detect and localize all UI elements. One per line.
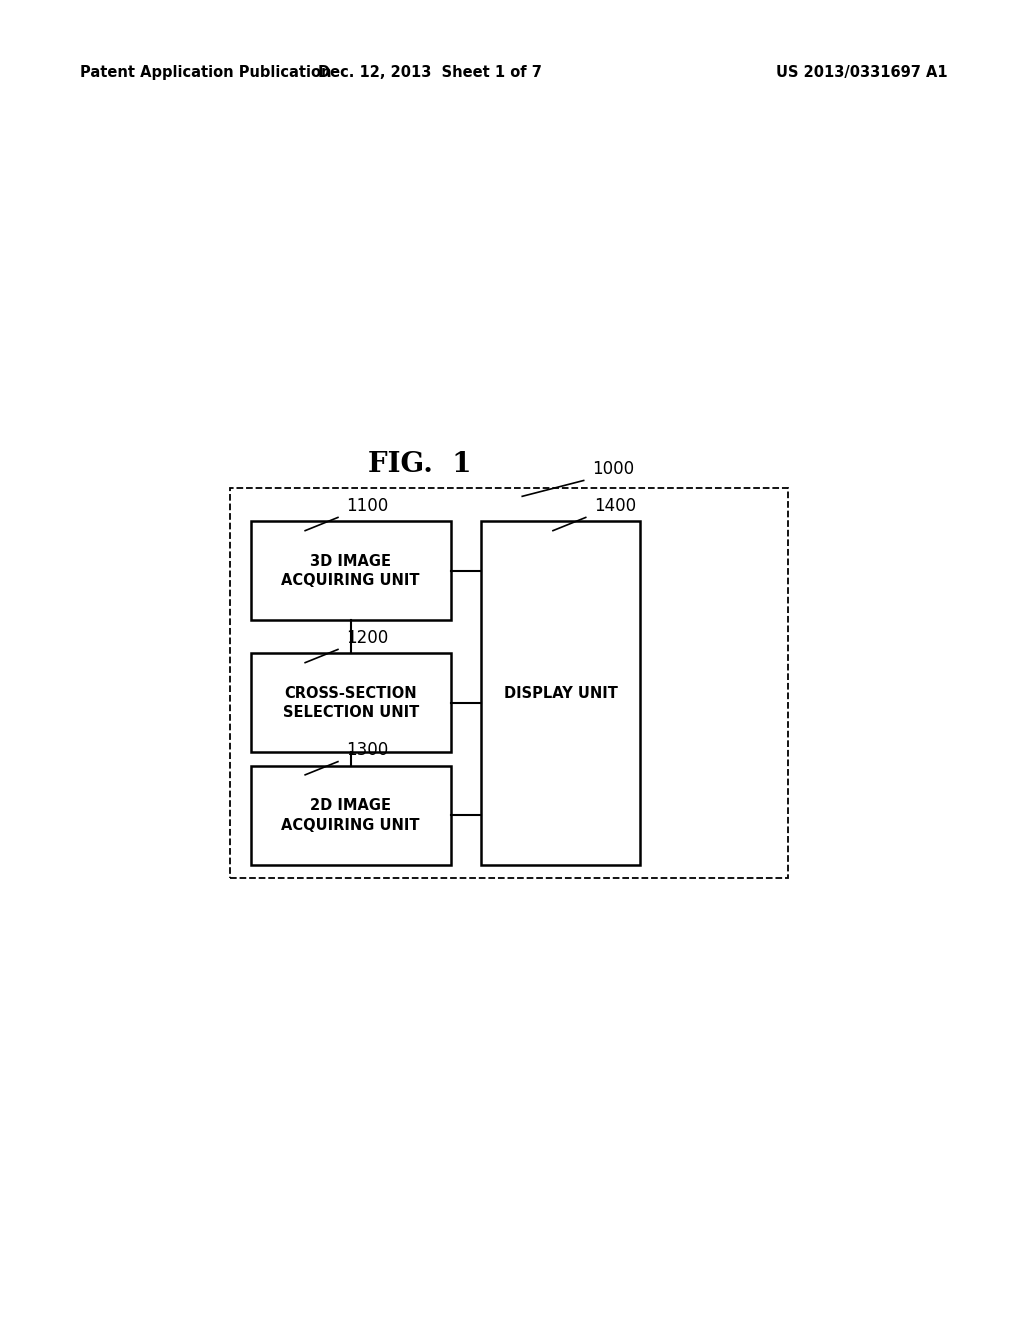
Bar <box>481 521 640 865</box>
Bar <box>251 653 451 752</box>
Text: 1400: 1400 <box>594 496 636 515</box>
Text: 3D IMAGE
ACQUIRING UNIT: 3D IMAGE ACQUIRING UNIT <box>282 553 420 589</box>
Bar <box>251 766 451 865</box>
Text: FIG.  1: FIG. 1 <box>368 451 472 478</box>
Text: 2D IMAGE
ACQUIRING UNIT: 2D IMAGE ACQUIRING UNIT <box>282 797 420 833</box>
Bar <box>230 488 788 878</box>
Text: 1100: 1100 <box>346 496 388 515</box>
Text: Patent Application Publication: Patent Application Publication <box>80 65 332 79</box>
Text: CROSS-SECTION
SELECTION UNIT: CROSS-SECTION SELECTION UNIT <box>283 685 419 721</box>
Text: 1000: 1000 <box>592 459 634 478</box>
Text: Dec. 12, 2013  Sheet 1 of 7: Dec. 12, 2013 Sheet 1 of 7 <box>318 65 542 79</box>
Bar <box>251 521 451 620</box>
Text: 1200: 1200 <box>346 628 388 647</box>
Text: US 2013/0331697 A1: US 2013/0331697 A1 <box>775 65 947 79</box>
Text: DISPLAY UNIT: DISPLAY UNIT <box>504 685 617 701</box>
Text: 1300: 1300 <box>346 741 388 759</box>
